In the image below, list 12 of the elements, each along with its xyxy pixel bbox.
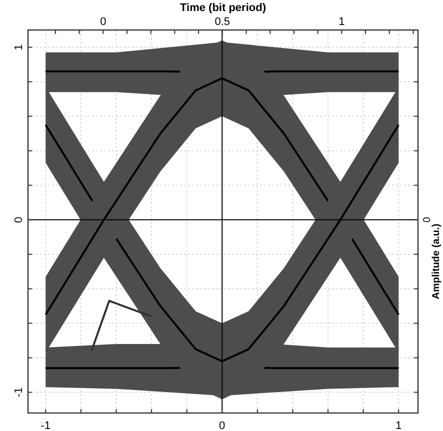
x-tick-label: 0 xyxy=(219,420,226,431)
x-tick-label: 1 xyxy=(396,420,402,431)
text: 0 xyxy=(422,216,433,223)
x-tick-label: -1 xyxy=(40,420,51,431)
x2-tick-label: 0 xyxy=(100,16,106,28)
y-tick-label: -1 xyxy=(13,387,25,398)
y-tick-label: 1 xyxy=(13,44,25,50)
x2-tick-label: 0.5 xyxy=(214,16,230,28)
y2-axis-title: Amplitude (a.u.) xyxy=(431,224,442,300)
x2-tick-label: 1 xyxy=(338,16,345,28)
y-tick-label: 0 xyxy=(13,216,25,223)
x2-axis-title: Time (bit period) xyxy=(180,2,266,14)
